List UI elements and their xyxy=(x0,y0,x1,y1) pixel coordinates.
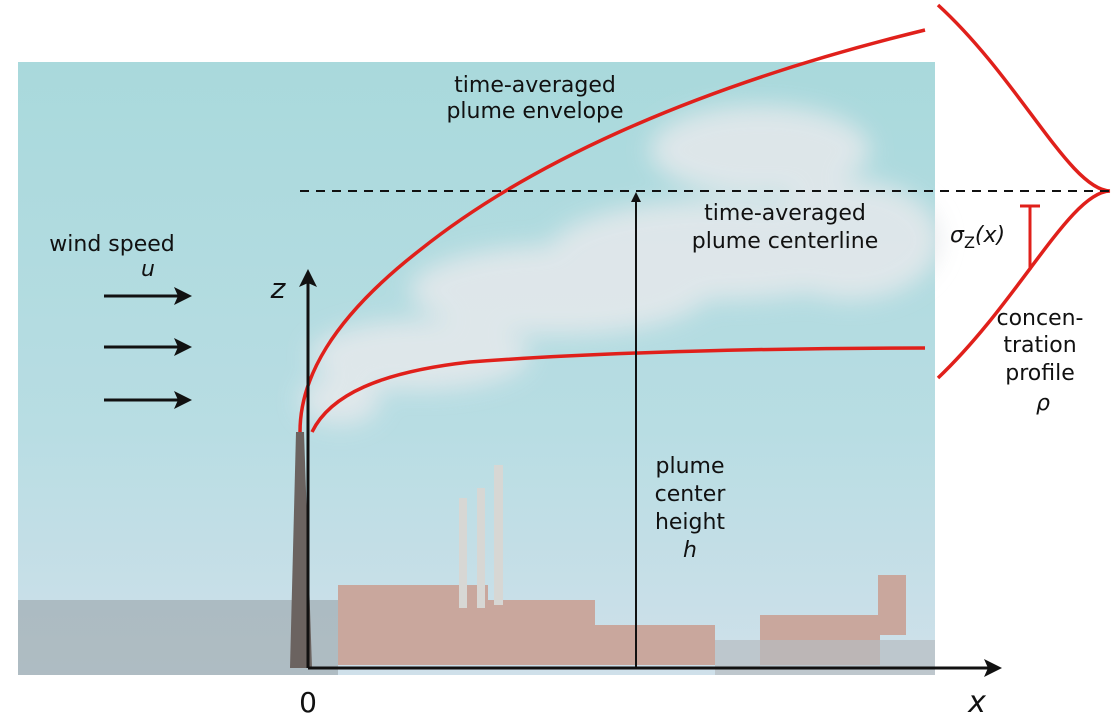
diagram: time-averaged plume envelope time-averag… xyxy=(0,0,1120,723)
z-label: z xyxy=(270,272,287,305)
height-label: plume xyxy=(656,454,725,479)
height-label: height xyxy=(655,510,725,535)
wind-label: wind speed xyxy=(49,232,174,257)
sigma-symbol: σ xyxy=(950,223,965,248)
profile-label: concen- xyxy=(996,306,1083,331)
centerline-label: time-averaged xyxy=(704,201,866,226)
profile-label: tration xyxy=(1003,333,1076,358)
sigma-argument: (x) xyxy=(975,223,1005,248)
envelope-label: time-averaged xyxy=(454,73,616,98)
sigma-subscript: Z xyxy=(964,233,975,252)
height-symbol: h xyxy=(683,538,697,563)
photo xyxy=(18,62,940,675)
wind-symbol: u xyxy=(141,257,155,282)
sigma-label: σZ(x) xyxy=(950,223,1005,252)
profile-label: profile xyxy=(1005,361,1075,386)
envelope-label: plume envelope xyxy=(446,99,623,124)
x-label: x xyxy=(967,685,986,720)
centerline-label: plume centerline xyxy=(692,229,878,254)
origin-label: 0 xyxy=(299,686,317,719)
height-label: center xyxy=(655,482,727,507)
profile-symbol: ρ xyxy=(1036,391,1050,416)
